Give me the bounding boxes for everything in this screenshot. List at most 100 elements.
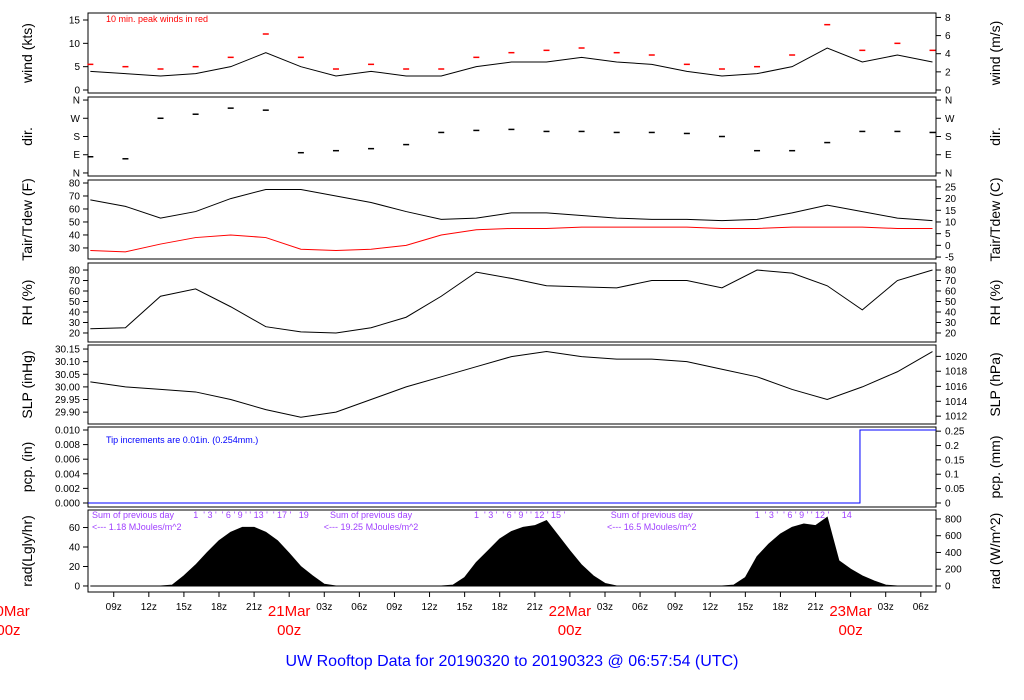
chart-title: UW Rooftop Data for 20190320 to 20190323… [286,653,739,670]
temp-y-axis-label-right: Tair/Tdew (C) [987,177,1003,261]
temp-right-tick-label: -5 [945,253,954,264]
rad-left-tick-label: 60 [69,523,81,534]
wind-left-tick-label: 10 [69,39,81,50]
rh-right-tick-label: 70 [945,276,957,287]
pcp-annotation: Tip increments are 0.01in. (0.254mm.) [106,435,258,445]
x-tick-label: 15z [737,602,753,613]
day-label-date: 21Mar [268,603,311,620]
pcp-left-tick-label: 0.002 [55,484,80,495]
slp-left-tick-label: 30.00 [55,382,80,393]
x-tick-label: 03z [316,602,332,613]
pcp-right-tick-label: 0.1 [945,470,959,481]
temp-left-tick-label: 30 [69,243,81,254]
slp-panel-frame [87,344,937,425]
x-tick-label: 18z [492,602,508,613]
pcp-left-tick-label: 0.004 [55,469,80,480]
rh-right-tick-label: 40 [945,307,957,318]
dir-y-axis-label-right: dir. [987,127,1003,146]
slp-y-axis-label: SLP (inHg) [19,350,35,418]
rad-right-tick-label: 200 [945,565,962,576]
rad-right-tick-label: 800 [945,514,962,525]
rad-y-axis-label: rad(Lgly/hr) [19,515,35,587]
pcp-right-tick-label: 0.25 [945,427,965,438]
temp-series-Tdew [90,226,933,253]
pcp-right-tick-label: 0.15 [945,455,965,466]
wind-annotation: 10 min. peak winds in red [106,14,208,24]
rh-left-tick-label: 40 [69,307,81,318]
wind-left-tick-label: 0 [74,86,80,97]
wind-series-wind-speed [90,47,933,77]
dir-y-axis-label: dir. [19,127,35,146]
rad-left-tick-label: 40 [69,543,81,554]
slp-left-tick-label: 30.05 [55,370,80,381]
x-tick-label: 06z [913,602,929,613]
temp-panel-frame [87,179,937,260]
dir-right-tick-label: E [945,150,952,161]
dir-right-tick-label: N [945,168,952,179]
rad-daily-sum-value: <--- 1.18 MJoules/m^2 [92,522,182,532]
slp-series-sea-level-pressure [90,351,933,418]
pcp-y-axis-label: pcp. (in) [19,442,35,493]
day-label-hour: 00z [839,622,863,639]
x-tick-label: 15z [457,602,473,613]
slp-left-tick-label: 29.90 [55,408,80,419]
day-label-hour: 00z [277,622,301,639]
temp-left-tick-label: 80 [69,178,81,189]
rad-daily-sum-value: <--- 19.25 MJoules/m^2 [324,522,419,532]
rh-right-tick-label: 80 [945,266,957,277]
rad-right-tick-label: 0 [945,581,951,592]
wind-right-tick-label: 2 [945,67,951,78]
rh-y-axis-label: RH (%) [19,280,35,326]
rh-panel-frame [87,262,937,343]
rad-hour-markers: 1 ' 3 ' ' 6 ' 9 ' ' 12 ' 14 [755,510,852,520]
pcp-series-precipitation [88,429,936,504]
dir-left-tick-label: W [71,114,81,125]
day-label-date: 20Mar [0,603,30,620]
x-tick-label: 21z [246,602,262,613]
rad-right-tick-label: 600 [945,531,962,542]
day-label-hour: 00z [0,622,21,639]
dir-left-tick-label: E [73,150,80,161]
x-tick-label: 18z [772,602,788,613]
rad-hour-markers: 1 ' 3 ' ' 6 ' 9 ' ' 13 ' ' 17 ' 19 [193,510,309,520]
rh-right-tick-label: 20 [945,328,957,339]
rad-series-solar-radiation [90,516,933,587]
dir-panel-frame [87,96,937,177]
wind-y-axis-label: wind (kts) [19,23,35,84]
dir-left-tick-label: N [73,96,80,107]
day-label-hour: 00z [558,622,582,639]
temp-right-tick-label: 10 [945,217,957,228]
slp-left-tick-label: 29.95 [55,395,80,406]
temp-left-tick-label: 70 [69,191,81,202]
slp-right-tick-label: 1016 [945,382,968,393]
slp-left-tick-label: 30.10 [55,357,80,368]
x-tick-label: 03z [597,602,613,613]
pcp-right-tick-label: 0.2 [945,441,959,452]
temp-left-tick-label: 50 [69,217,81,228]
x-tick-label: 21z [527,602,543,613]
pcp-left-tick-label: 0.006 [55,455,80,466]
rad-panel-frame [87,509,937,593]
x-tick-label: 09z [386,602,402,613]
pcp-y-axis-label-right: pcp. (mm) [987,436,1003,499]
pcp-left-tick-label: 0.000 [55,498,80,509]
rad-daily-sum-label: Sum of previous day [330,510,413,520]
temp-right-tick-label: 25 [945,182,957,193]
temp-left-tick-label: 60 [69,204,81,215]
day-label-date: 22Mar [549,603,592,620]
pcp-right-tick-label: 0.05 [945,484,965,495]
x-tick-label: 09z [106,602,122,613]
rh-left-tick-label: 70 [69,276,81,287]
temp-left-tick-label: 40 [69,230,81,241]
rh-left-tick-label: 50 [69,297,81,308]
x-tick-label: 12z [421,602,437,613]
rad-right-tick-label: 400 [945,548,962,559]
slp-left-tick-label: 30.15 [55,345,80,356]
rh-y-axis-label-right: RH (%) [987,280,1003,326]
wind-left-tick-label: 15 [69,16,81,27]
rh-right-tick-label: 30 [945,318,957,329]
wind-right-tick-label: 0 [945,86,951,97]
dir-right-tick-label: S [945,132,952,143]
slp-right-tick-label: 1012 [945,412,968,423]
